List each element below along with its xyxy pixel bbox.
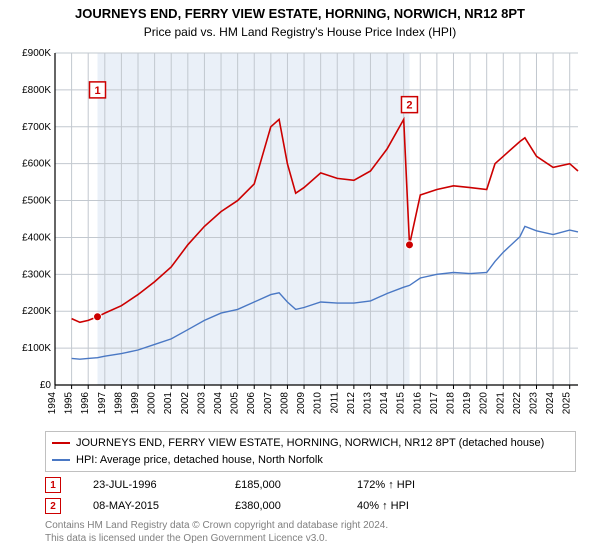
svg-text:2019: 2019	[462, 392, 473, 415]
transaction-date: 23-JUL-1996	[93, 479, 203, 491]
legend: JOURNEYS END, FERRY VIEW ESTATE, HORNING…	[45, 431, 576, 472]
svg-text:1999: 1999	[130, 392, 141, 415]
svg-text:2015: 2015	[396, 392, 407, 415]
svg-text:2: 2	[406, 100, 412, 112]
svg-text:1994: 1994	[47, 392, 58, 415]
transaction-price: £185,000	[235, 479, 325, 491]
svg-text:2004: 2004	[213, 392, 224, 415]
svg-text:2023: 2023	[528, 392, 539, 415]
transaction-price: £380,000	[235, 500, 325, 512]
legend-label-hpi: HPI: Average price, detached house, Nort…	[76, 452, 323, 469]
svg-text:£700K: £700K	[22, 122, 51, 133]
svg-text:£800K: £800K	[22, 85, 51, 96]
svg-text:2009: 2009	[296, 392, 307, 415]
svg-text:1: 1	[94, 85, 100, 97]
svg-text:£300K: £300K	[22, 269, 51, 280]
svg-text:£100K: £100K	[22, 343, 51, 354]
transaction-vs-hpi: 172% ↑ HPI	[357, 479, 415, 491]
svg-text:1995: 1995	[64, 392, 75, 415]
chart-container: £0 £100K £200K £300K £400K £500K £600K £700K £80…	[10, 45, 590, 425]
svg-text:2025: 2025	[562, 392, 573, 415]
legend-row-hpi: HPI: Average price, detached house, Nort…	[52, 452, 569, 469]
chart-title: JOURNEYS END, FERRY VIEW ESTATE, HORNING…	[0, 6, 600, 21]
svg-text:2022: 2022	[512, 392, 523, 415]
svg-text:£0: £0	[40, 380, 52, 391]
transaction-row: 1 23-JUL-1996 £185,000 172% ↑ HPI	[45, 477, 576, 493]
svg-text:2002: 2002	[180, 392, 191, 415]
svg-text:£400K: £400K	[22, 232, 51, 243]
svg-text:£200K: £200K	[22, 306, 51, 317]
svg-text:2005: 2005	[230, 392, 241, 415]
svg-text:2024: 2024	[545, 392, 556, 415]
svg-text:2017: 2017	[429, 392, 440, 415]
transaction-date: 08-MAY-2015	[93, 500, 203, 512]
license-text: Contains HM Land Registry data © Crown c…	[45, 519, 576, 545]
svg-text:2013: 2013	[362, 392, 373, 415]
svg-text:£500K: £500K	[22, 196, 51, 207]
transaction-vs-hpi: 40% ↑ HPI	[357, 500, 409, 512]
svg-text:1998: 1998	[113, 392, 124, 415]
legend-label-property: JOURNEYS END, FERRY VIEW ESTATE, HORNING…	[76, 435, 544, 452]
svg-text:2011: 2011	[329, 392, 340, 414]
chart-subtitle: Price paid vs. HM Land Registry's House …	[0, 25, 600, 39]
legend-swatch-hpi	[52, 459, 70, 461]
svg-text:2006: 2006	[246, 392, 257, 415]
svg-text:£900K: £900K	[22, 48, 51, 59]
transaction-badge: 1	[45, 477, 61, 493]
license-line2: This data is licensed under the Open Gov…	[45, 532, 576, 545]
svg-text:2007: 2007	[263, 392, 274, 415]
svg-text:2016: 2016	[412, 392, 423, 415]
svg-text:2010: 2010	[313, 392, 324, 415]
svg-text:2008: 2008	[279, 392, 290, 415]
legend-row-property: JOURNEYS END, FERRY VIEW ESTATE, HORNING…	[52, 435, 569, 452]
legend-swatch-property	[52, 442, 70, 444]
svg-text:2020: 2020	[479, 392, 490, 415]
svg-text:2003: 2003	[196, 392, 207, 415]
svg-text:2021: 2021	[495, 392, 506, 415]
svg-text:1997: 1997	[97, 392, 108, 415]
svg-text:£600K: £600K	[22, 159, 51, 170]
transaction-badge: 2	[45, 498, 61, 514]
svg-text:2018: 2018	[445, 392, 456, 415]
transactions-list: 1 23-JUL-1996 £185,000 172% ↑ HPI 2 08-MAY-20…	[0, 477, 600, 514]
svg-text:2000: 2000	[147, 392, 158, 415]
svg-text:2001: 2001	[163, 392, 174, 415]
svg-text:1996: 1996	[80, 392, 91, 415]
svg-text:2012: 2012	[346, 392, 357, 415]
transaction-row: 2 08-MAY-2015 £380,000 40% ↑ HPI	[45, 498, 576, 514]
title-block: JOURNEYS END, FERRY VIEW ESTATE, HORNING…	[0, 0, 600, 39]
svg-text:2014: 2014	[379, 392, 390, 415]
license-line1: Contains HM Land Registry data © Crown c…	[45, 519, 576, 532]
